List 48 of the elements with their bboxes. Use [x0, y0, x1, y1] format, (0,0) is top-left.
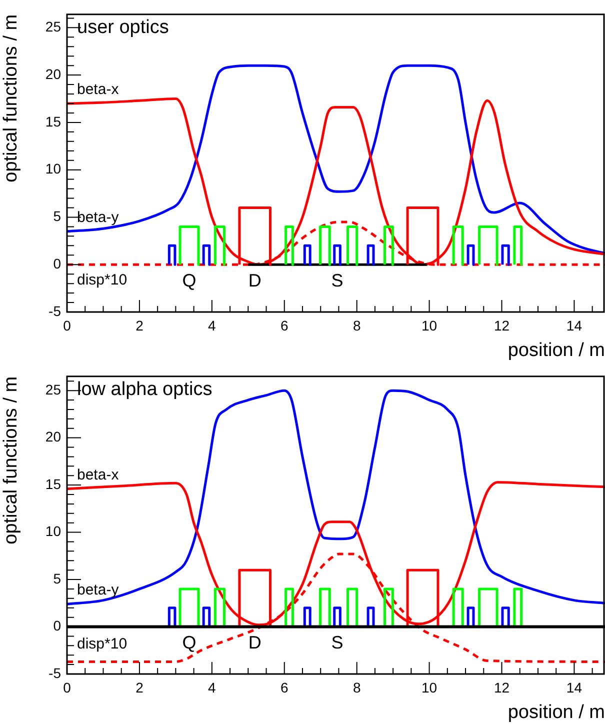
y-tick-label: 25 [45, 381, 62, 398]
y-tick-label: 10 [45, 160, 62, 177]
x-tick-label: 12 [494, 679, 510, 696]
series-label: Q [182, 270, 196, 291]
x-tick-label: 10 [422, 679, 438, 696]
x-tick-label: 14 [566, 679, 582, 696]
x-tick-label: 0 [63, 317, 72, 334]
series-label: beta-y [77, 209, 120, 226]
y-tick-label: 0 [53, 255, 62, 272]
series-label: disp*10 [77, 635, 128, 652]
y-tick-label: 25 [45, 18, 62, 35]
y-tick-label: 0 [53, 618, 62, 634]
x-tick-label: 14 [566, 317, 582, 334]
x-tick-label: 0 [63, 679, 72, 696]
y-tick-label: 5 [53, 208, 62, 224]
series-label: disp*10 [77, 271, 128, 288]
y-tick-label: 10 [45, 523, 62, 540]
series-label: D [248, 270, 262, 291]
x-tick-label: 2 [136, 679, 144, 696]
x-tick-label: 10 [422, 317, 438, 334]
x-tick-label: 8 [352, 317, 361, 334]
chart-title: user optics [77, 17, 169, 38]
y-tick-label: -5 [48, 664, 62, 681]
x-tick-label: 8 [352, 679, 361, 696]
series-label: beta-y [77, 582, 120, 599]
x-tick-label: 4 [208, 679, 216, 696]
x-tick-label: 4 [208, 317, 216, 334]
y-tick-label: 20 [45, 428, 62, 445]
series-label: S [331, 270, 344, 291]
x-tick-label: 6 [280, 679, 288, 696]
x-tick-label: 12 [494, 317, 510, 334]
x-tick-label: 2 [136, 317, 144, 334]
y-axis-title: optical functions / m [0, 376, 22, 544]
y-tick-label: 15 [45, 476, 62, 492]
y-axis-title: optical functions / m [0, 14, 22, 182]
y-tick-label: -5 [48, 302, 62, 319]
y-tick-label: 5 [53, 570, 62, 586]
series-label: D [248, 632, 262, 653]
y-tick-label: 15 [45, 113, 62, 130]
chart-title: low alpha optics [77, 379, 212, 400]
series-label: S [331, 632, 344, 653]
series-label: Q [182, 632, 196, 653]
y-tick-label: 20 [45, 66, 62, 82]
series-label: beta-x [77, 81, 120, 98]
x-axis-title: position / m [508, 340, 605, 361]
x-axis-title: position / m [508, 702, 605, 723]
series-label: beta-x [77, 466, 120, 484]
x-tick-label: 6 [280, 317, 288, 334]
